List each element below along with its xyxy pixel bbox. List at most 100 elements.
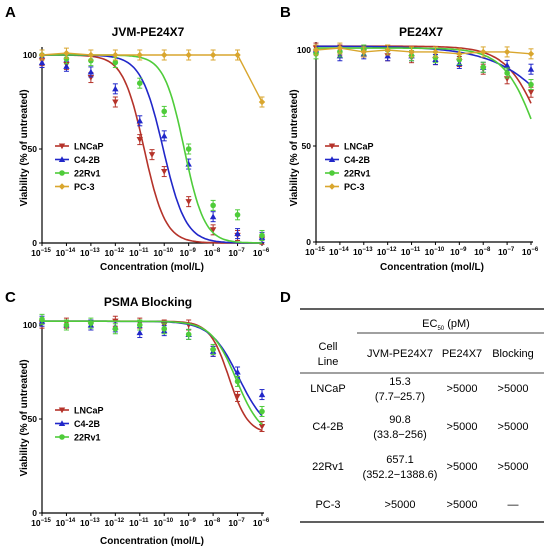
data-point-22rv1 xyxy=(456,56,463,63)
legend-label: PC-3 xyxy=(344,182,365,192)
col-header-cell: Cell xyxy=(319,341,338,353)
data-point-22rv1 xyxy=(136,80,143,86)
x-tick-label: 10−6 xyxy=(522,247,539,257)
data-point-pc-3 xyxy=(384,46,391,54)
legend-label: C4-2B xyxy=(344,155,371,165)
fit-curve-22rv1 xyxy=(316,47,532,120)
row-blocking: — xyxy=(508,499,519,511)
data-point-22rv1 xyxy=(504,70,510,76)
data-point-22rv1 xyxy=(234,378,241,385)
legend-label: LNCaP xyxy=(344,142,374,152)
data-point-22rv1 xyxy=(210,346,216,353)
row-cell: 22Rv1 xyxy=(312,461,344,473)
row-jvm: 90.8 xyxy=(389,414,410,426)
data-point-pc-3 xyxy=(63,49,70,57)
data-point-c4-2b xyxy=(258,391,266,398)
data-point-c4-2b xyxy=(161,132,168,139)
panel-c-title: PSMA Blocking xyxy=(104,295,192,309)
panel-letter-b: B xyxy=(280,4,291,21)
row-jvm: 15.3 xyxy=(389,376,410,388)
x-tick-label: 10−11 xyxy=(129,518,149,528)
x-tick-label: 10−8 xyxy=(204,518,221,528)
data-point-pc-3 xyxy=(234,51,241,59)
row-jvm: 657.1 xyxy=(386,454,414,466)
row-pe: >5000 xyxy=(447,383,478,395)
legend-marker xyxy=(328,156,336,163)
legend-marker xyxy=(328,183,336,190)
legend-label: LNCaP xyxy=(74,406,104,416)
panel-b-xlabel: Concentration (mol/L) xyxy=(380,262,484,273)
x-tick-label: 10−7 xyxy=(228,248,245,258)
x-tick-label: 10−10 xyxy=(153,248,173,258)
data-point-c4-2b xyxy=(112,85,119,92)
trend-line-pc-3 xyxy=(315,47,532,55)
legend-label: 22Rv1 xyxy=(74,433,101,443)
legend-marker xyxy=(58,420,66,427)
data-point-pc-3 xyxy=(360,48,367,56)
x-tick-label: 10−14 xyxy=(56,518,76,528)
legend-marker xyxy=(328,143,336,150)
data-point-c4-2b xyxy=(209,213,217,220)
data-point-22rv1 xyxy=(210,202,216,209)
data-point-pc-3 xyxy=(432,48,439,56)
y-tick-label: 100 xyxy=(23,50,37,60)
row-blocking: >5000 xyxy=(498,421,529,433)
legend-marker xyxy=(329,170,335,176)
row-blocking: >5000 xyxy=(498,461,529,473)
row-jvm-ci: (352.2−1388.6) xyxy=(363,469,438,481)
col-header-line: Line xyxy=(318,356,339,368)
x-tick-label: 10−6 xyxy=(253,518,270,528)
x-tick-label: 10−12 xyxy=(105,248,125,258)
x-tick-label: 10−13 xyxy=(80,248,100,258)
x-tick-label: 10−13 xyxy=(80,518,100,528)
x-tick-label: 10−10 xyxy=(425,247,445,257)
y-tick-label: 50 xyxy=(28,414,38,424)
data-point-pc-3 xyxy=(336,44,344,52)
data-point-22rv1 xyxy=(259,232,265,239)
table-title: EC50 (pM) xyxy=(422,318,470,332)
legend-label: 22Rv1 xyxy=(74,169,101,179)
panel-letter-c: C xyxy=(5,289,16,306)
fit-curve-22rv1 xyxy=(42,54,262,244)
y-tick-label: 0 xyxy=(32,238,37,248)
y-tick-label: 100 xyxy=(23,320,37,330)
x-tick-label: 10−15 xyxy=(31,248,51,258)
panel-c-xlabel: Concentration (mol/L) xyxy=(100,536,204,547)
row-pe: >5000 xyxy=(447,461,478,473)
row-jvm: >5000 xyxy=(385,499,416,511)
panel-a-plot: 10−15 10−14 10−13 10−12 10−11 10−10 10−9 10−8 10… xyxy=(23,47,270,258)
x-tick-label: 10−8 xyxy=(474,247,491,257)
panel-a-title: JVM-PE24X7 xyxy=(112,25,185,39)
data-point-22rv1 xyxy=(63,322,70,328)
legend-marker xyxy=(59,170,65,176)
data-point-pc-3 xyxy=(185,51,192,59)
fit-curve-lncap xyxy=(316,45,532,104)
data-point-22rv1 xyxy=(528,81,534,88)
row-pe: >5000 xyxy=(447,421,478,433)
x-tick-label: 10−8 xyxy=(204,248,221,258)
data-point-c4-2b xyxy=(503,62,511,68)
col-header-jvm: JVM-PE24X7 xyxy=(367,348,433,360)
data-point-pc-3 xyxy=(312,46,320,54)
data-point-c4-2b xyxy=(136,329,143,336)
x-tick-label: 10−7 xyxy=(228,518,245,528)
row-jvm-ci: (33.8−256) xyxy=(373,429,427,441)
panel-c-plot: 10−15 10−14 10−13 10−12 10−11 10−10 10−9 10−8 10… xyxy=(23,313,270,528)
legend-marker xyxy=(59,434,65,440)
data-point-pc-3 xyxy=(456,50,463,58)
x-tick-label: 10−11 xyxy=(129,248,149,258)
data-point-22rv1 xyxy=(234,212,241,218)
x-tick-label: 10−15 xyxy=(31,518,51,528)
data-point-22rv1 xyxy=(259,408,265,415)
legend-label: LNCaP xyxy=(74,142,104,152)
panel-letter-d: D xyxy=(280,289,291,306)
data-point-lncap xyxy=(258,423,266,430)
data-point-pc-3 xyxy=(408,48,415,56)
data-point-22rv1 xyxy=(88,57,94,64)
panel-letter-a: A xyxy=(5,4,16,21)
data-point-22rv1 xyxy=(185,331,192,338)
data-point-lncap xyxy=(161,169,168,175)
data-point-lncap xyxy=(148,152,156,158)
data-point-22rv1 xyxy=(112,325,119,332)
legend-label: 22Rv1 xyxy=(344,169,371,179)
